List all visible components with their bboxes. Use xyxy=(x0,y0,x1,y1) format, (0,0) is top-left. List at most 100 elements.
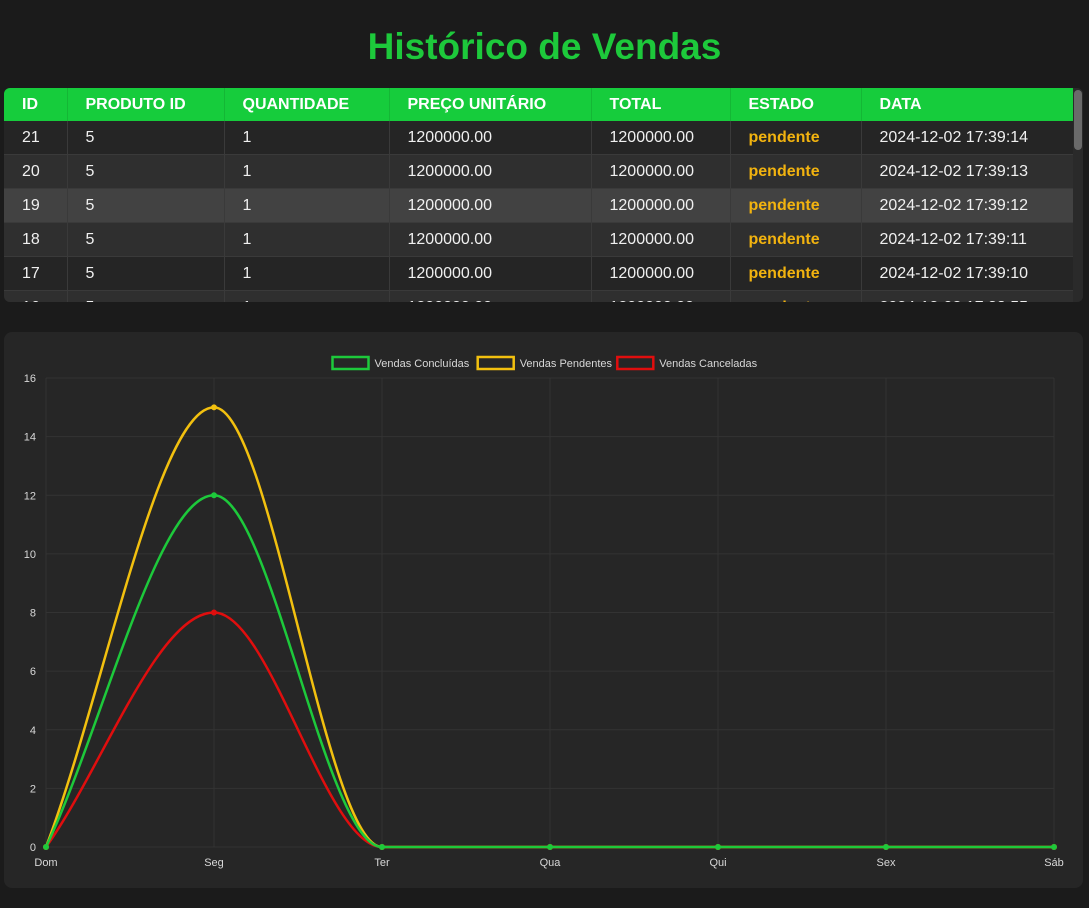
legend-item[interactable]: Vendas Pendentes xyxy=(478,357,613,370)
cell-id: 20 xyxy=(4,155,67,189)
cell-quantidade: 1 xyxy=(224,257,389,291)
cell-produto-id: 5 xyxy=(67,257,224,291)
y-tick-label: 0 xyxy=(30,842,36,854)
cell-id: 21 xyxy=(4,121,67,155)
cell-preco: 1200000.00 xyxy=(389,223,591,257)
data-point[interactable] xyxy=(548,845,553,850)
legend-swatch xyxy=(617,357,653,369)
cell-estado: pendente xyxy=(730,223,861,257)
y-tick-label: 10 xyxy=(24,549,36,561)
column-header-id: ID xyxy=(4,88,67,121)
cell-data: 2024-12-02 17:39:12 xyxy=(861,189,1073,223)
table-scrollbar-thumb[interactable] xyxy=(1074,90,1082,150)
cell-total: 1200000.00 xyxy=(591,223,730,257)
x-axis-ticks: Dom Seg Ter Qua Qui Sex Sáb xyxy=(34,857,1063,869)
cell-estado: pendente xyxy=(730,189,861,223)
x-tick-label: Sex xyxy=(877,857,896,869)
cell-quantidade: 1 xyxy=(224,155,389,189)
cell-data: 2024-12-02 17:39:10 xyxy=(861,257,1073,291)
table-header-row: ID PRODUTO ID QUANTIDADE PREÇO UNITÁRIO … xyxy=(4,88,1073,121)
sales-chart-panel: 0 2 4 6 8 10 12 14 16 Dom Seg Ter Qua Qui Sex Sáb Vend… xyxy=(4,332,1083,888)
data-point[interactable] xyxy=(1052,845,1057,850)
cell-preco: 1200000.00 xyxy=(389,291,591,303)
cell-preco: 1200000.00 xyxy=(389,189,591,223)
column-header-total: TOTAL xyxy=(591,88,730,121)
cell-quantidade: 1 xyxy=(224,223,389,257)
y-tick-label: 14 xyxy=(24,432,36,444)
y-axis-ticks: 0 2 4 6 8 10 12 14 16 xyxy=(24,373,36,854)
cell-quantidade: 1 xyxy=(224,291,389,303)
x-tick-label: Qua xyxy=(540,857,562,869)
cell-estado: pendente xyxy=(730,257,861,291)
cell-estado: pendente xyxy=(730,291,861,303)
table-row[interactable]: 17 5 1 1200000.00 1200000.00 pendente 20… xyxy=(4,257,1073,291)
table-scrollbar[interactable] xyxy=(1073,88,1083,302)
cell-id: 17 xyxy=(4,257,67,291)
x-tick-label: Ter xyxy=(374,857,390,869)
cell-preco: 1200000.00 xyxy=(389,155,591,189)
cell-data: 2024-12-02 17:39:14 xyxy=(861,121,1073,155)
y-tick-label: 2 xyxy=(30,783,36,795)
table-row[interactable]: 18 5 1 1200000.00 1200000.00 pendente 20… xyxy=(4,223,1073,257)
x-tick-label: Qui xyxy=(709,857,726,869)
cell-total: 1200000.00 xyxy=(591,189,730,223)
column-header-quantidade: QUANTIDADE xyxy=(224,88,389,121)
cell-produto-id: 5 xyxy=(67,121,224,155)
cell-produto-id: 5 xyxy=(67,223,224,257)
cell-total: 1200000.00 xyxy=(591,121,730,155)
cell-total: 1200000.00 xyxy=(591,155,730,189)
legend-item[interactable]: Vendas Canceladas xyxy=(617,357,757,370)
cell-quantidade: 1 xyxy=(224,121,389,155)
cell-estado: pendente xyxy=(730,121,861,155)
column-header-estado: ESTADO xyxy=(730,88,861,121)
table-row[interactable]: 16 5 1 1200000.00 1200000.00 pendente 20… xyxy=(4,291,1073,303)
data-point[interactable] xyxy=(44,845,49,850)
y-tick-label: 4 xyxy=(30,725,36,737)
table-row[interactable]: 21 5 1 1200000.00 1200000.00 pendente 20… xyxy=(4,121,1073,155)
cell-quantidade: 1 xyxy=(224,189,389,223)
column-header-data: DATA xyxy=(861,88,1073,121)
y-tick-label: 12 xyxy=(24,490,36,502)
sales-line-chart: 0 2 4 6 8 10 12 14 16 Dom Seg Ter Qua Qui Sex Sáb Vend… xyxy=(4,332,1083,888)
y-tick-label: 6 xyxy=(30,666,36,678)
cell-id: 18 xyxy=(4,223,67,257)
data-point[interactable] xyxy=(380,845,385,850)
sales-table-scroll[interactable]: ID PRODUTO ID QUANTIDADE PREÇO UNITÁRIO … xyxy=(4,88,1073,302)
legend-swatch xyxy=(333,357,369,369)
table-row[interactable]: 19 5 1 1200000.00 1200000.00 pendente 20… xyxy=(4,189,1073,223)
cell-total: 1200000.00 xyxy=(591,257,730,291)
legend-item[interactable]: Vendas Concluídas xyxy=(333,357,470,370)
legend-label: Vendas Concluídas xyxy=(375,358,470,370)
column-header-preco-unitario: PREÇO UNITÁRIO xyxy=(389,88,591,121)
page-title: Histórico de Vendas xyxy=(0,26,1089,68)
legend-swatch xyxy=(478,357,514,369)
y-tick-label: 8 xyxy=(30,608,36,620)
cell-preco: 1200000.00 xyxy=(389,121,591,155)
data-point[interactable] xyxy=(212,610,217,615)
column-header-produto-id: PRODUTO ID xyxy=(67,88,224,121)
table-row[interactable]: 20 5 1 1200000.00 1200000.00 pendente 20… xyxy=(4,155,1073,189)
cell-total: 1200000.00 xyxy=(591,291,730,303)
cell-estado: pendente xyxy=(730,155,861,189)
x-tick-label: Dom xyxy=(34,857,57,869)
x-tick-label: Sáb xyxy=(1044,857,1064,869)
data-point[interactable] xyxy=(884,845,889,850)
cell-produto-id: 5 xyxy=(67,155,224,189)
data-point[interactable] xyxy=(212,405,217,410)
sales-table-panel[interactable]: ID PRODUTO ID QUANTIDADE PREÇO UNITÁRIO … xyxy=(4,88,1083,302)
chart-legend[interactable]: Vendas Concluídas Vendas Pendentes Vendas … xyxy=(333,357,758,370)
cell-produto-id: 5 xyxy=(67,189,224,223)
y-tick-label: 16 xyxy=(24,373,36,385)
data-point[interactable] xyxy=(212,493,217,498)
cell-data: 2024-12-02 17:38:55 xyxy=(861,291,1073,303)
cell-preco: 1200000.00 xyxy=(389,257,591,291)
cell-data: 2024-12-02 17:39:13 xyxy=(861,155,1073,189)
cell-data: 2024-12-02 17:39:11 xyxy=(861,223,1073,257)
data-point[interactable] xyxy=(716,845,721,850)
legend-label: Vendas Canceladas xyxy=(659,358,757,370)
chart-grid xyxy=(46,378,1054,847)
legend-label: Vendas Pendentes xyxy=(520,358,613,370)
cell-id: 19 xyxy=(4,189,67,223)
x-tick-label: Seg xyxy=(204,857,224,869)
sales-table: ID PRODUTO ID QUANTIDADE PREÇO UNITÁRIO … xyxy=(4,88,1073,302)
